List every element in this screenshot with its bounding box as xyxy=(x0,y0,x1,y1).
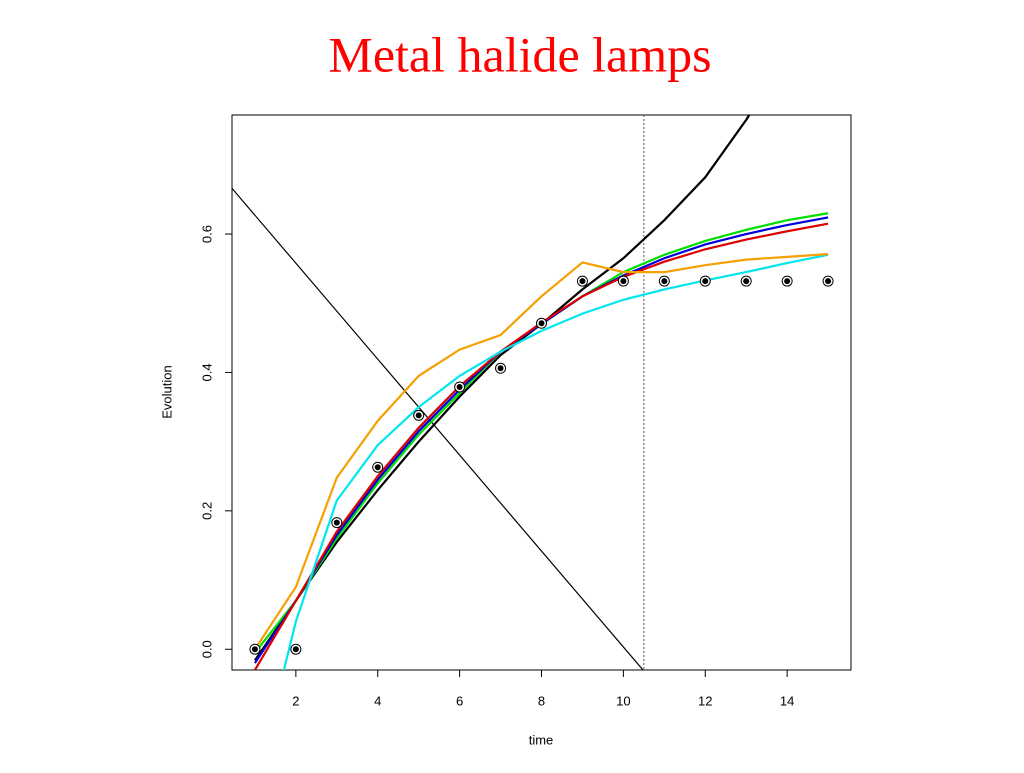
data-point-dot xyxy=(825,278,832,285)
x-tick-label: 8 xyxy=(538,693,545,708)
x-tick-label: 10 xyxy=(616,693,630,708)
data-point-dot xyxy=(415,412,422,419)
data-point-dot xyxy=(333,519,340,526)
data-point-dot xyxy=(456,383,463,390)
x-tick-label: 6 xyxy=(456,693,463,708)
data-point-dot xyxy=(661,278,668,285)
data-point-dot xyxy=(620,278,627,285)
x-tick-label: 2 xyxy=(292,693,299,708)
data-point-dot xyxy=(374,464,381,471)
x-tick-label: 12 xyxy=(698,693,712,708)
plot-frame xyxy=(231,114,852,671)
data-point-dot xyxy=(784,278,791,285)
series-line xyxy=(253,222,829,670)
y-axis-label: Evolution xyxy=(159,365,174,418)
y-tick-label: 0.4 xyxy=(199,363,214,381)
x-tick-label: 4 xyxy=(374,693,381,708)
y-tick-label: 0.0 xyxy=(199,640,214,658)
data-point-dot xyxy=(497,365,504,372)
reference-line xyxy=(232,187,644,670)
y-tick-label: 0.2 xyxy=(199,502,214,520)
x-axis-label: time xyxy=(529,732,554,747)
data-point-dot xyxy=(579,278,586,285)
x-tick-label: 14 xyxy=(780,693,794,708)
data-point-dot xyxy=(538,320,545,327)
series-line xyxy=(254,252,829,650)
data-point-dot xyxy=(702,278,709,285)
chart-title: Metal halide lamps xyxy=(328,26,711,82)
data-point-dot xyxy=(292,646,299,653)
data-point-dot xyxy=(743,278,750,285)
series-line xyxy=(282,253,829,670)
data-point-dot xyxy=(251,646,258,653)
y-tick-label: 0.6 xyxy=(199,225,214,243)
